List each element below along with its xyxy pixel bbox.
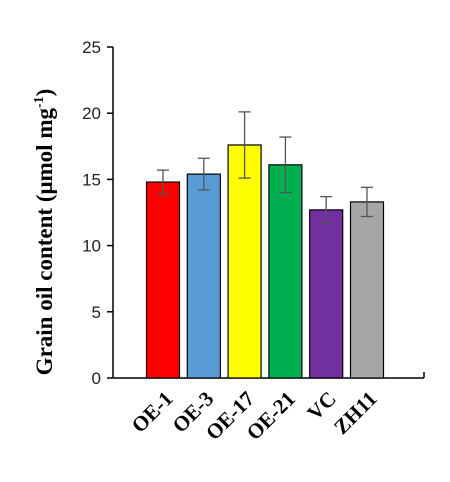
bar-oe-3 [186,173,221,379]
bar-oe-21 [268,164,303,379]
y-tick-label: 5 [92,303,101,322]
y-axis-label-superscript: -1 [32,96,47,108]
y-axis-label-close: ) [32,89,57,97]
y-axis: 0 5 10 15 20 25 [82,38,114,388]
bar-oe-17 [227,144,262,379]
bar-vc [309,209,344,379]
bar-oe-1 [145,181,181,379]
y-axis-label-main: Grain oil content (μmol mg [32,108,57,376]
y-tick-label: 10 [82,237,101,256]
y-tick-label: 15 [82,170,101,189]
y-tick-label: 25 [82,38,101,57]
y-axis-label: Grain oil content (μmol mg-1) [32,89,57,376]
bars [145,144,385,379]
error-bars [157,111,373,224]
x-tick-label-zh11: ZH11 [329,387,381,439]
x-tick-label-oe-1: OE-1 [127,387,178,438]
y-tick-label: 20 [82,104,101,123]
bar-zh11 [349,201,385,379]
y-tick-label: 0 [92,369,101,388]
